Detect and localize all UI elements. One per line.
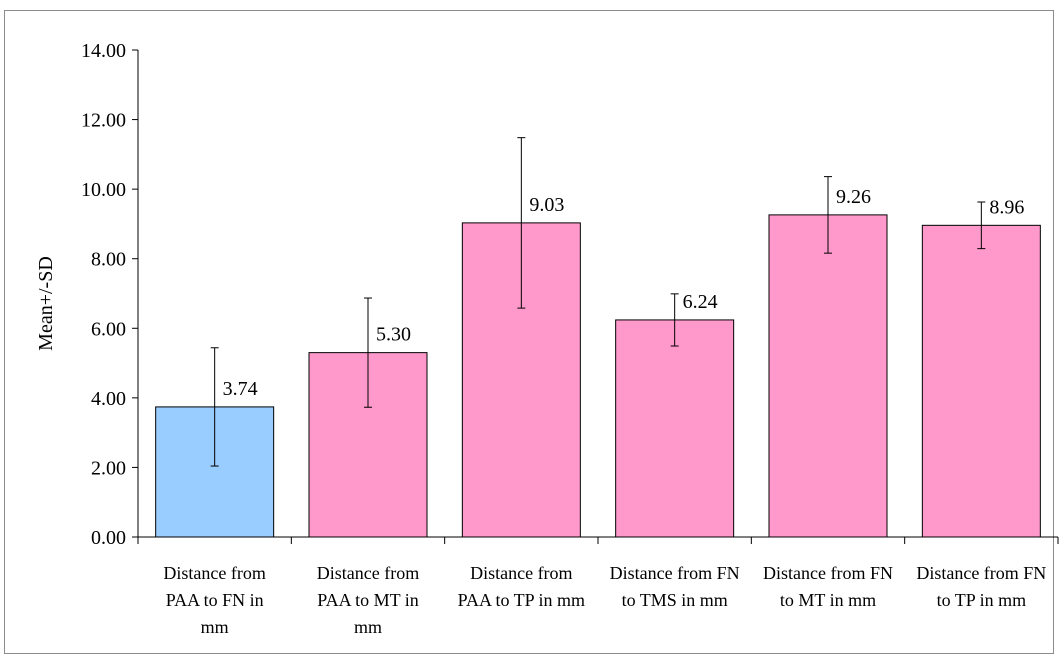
category-label-line: mm <box>354 617 382 637</box>
bar <box>921 224 1041 538</box>
value-label: 9.03 <box>529 194 564 216</box>
bar <box>768 214 888 538</box>
y-tick-label: 4.00 <box>91 388 126 410</box>
category-label-line: PAA to MT in <box>317 590 419 610</box>
y-tick-label: 8.00 <box>91 249 126 271</box>
category-label: Distance from PAA to MT in mm <box>317 563 419 637</box>
value-label: 3.74 <box>223 378 258 400</box>
y-tick-label: 6.00 <box>91 318 126 340</box>
value-label: 6.24 <box>683 291 718 313</box>
y-tick-label: 10.00 <box>81 179 126 201</box>
category-label: Distance from PAA to TP in mm <box>458 563 585 610</box>
category-label: Distance from FN to TP in mm <box>916 563 1046 610</box>
y-axis-ticks: 0.00 2.00 4.00 6.00 8.00 10.00 12.00 14.00 <box>81 40 138 549</box>
category-label-line: Distance from <box>163 563 265 583</box>
error-bars <box>210 137 986 467</box>
category-label-line: PAA to TP in mm <box>458 590 585 610</box>
category-label: Distance from FN to TMS in mm <box>610 563 740 610</box>
x-axis-ticks <box>137 537 1059 544</box>
value-label: 8.96 <box>989 196 1024 218</box>
category-label-line: Distance from FN <box>610 563 740 583</box>
category-label-line: Distance from FN <box>763 563 893 583</box>
bars <box>155 214 1041 538</box>
bar <box>615 319 735 538</box>
y-tick-label: 0.00 <box>91 527 126 549</box>
y-tick-label: 12.00 <box>81 110 126 132</box>
category-label-line: to MT in mm <box>780 590 876 610</box>
y-axis-title: Mean+/-SD <box>35 256 57 351</box>
category-label: Distance from FN to MT in mm <box>763 563 893 610</box>
value-label: 5.30 <box>376 324 411 346</box>
category-label-line: Distance from <box>317 563 419 583</box>
category-label: Distance from PAA to FN in mm <box>163 563 265 637</box>
category-label-line: PAA to FN in <box>166 590 264 610</box>
category-label-line: to TMS in mm <box>622 590 728 610</box>
value-labels: 3.74 5.30 9.03 6.24 9.26 8.96 <box>223 186 1025 400</box>
category-label-line: Distance from <box>470 563 572 583</box>
category-label-line: mm <box>201 617 229 637</box>
category-label-line: Distance from FN <box>916 563 1046 583</box>
category-label-line: to TP in mm <box>937 590 1027 610</box>
y-tick-label: 14.00 <box>81 40 126 62</box>
y-tick-label: 2.00 <box>91 457 126 479</box>
bar <box>461 222 581 538</box>
value-label: 9.26 <box>836 186 871 208</box>
